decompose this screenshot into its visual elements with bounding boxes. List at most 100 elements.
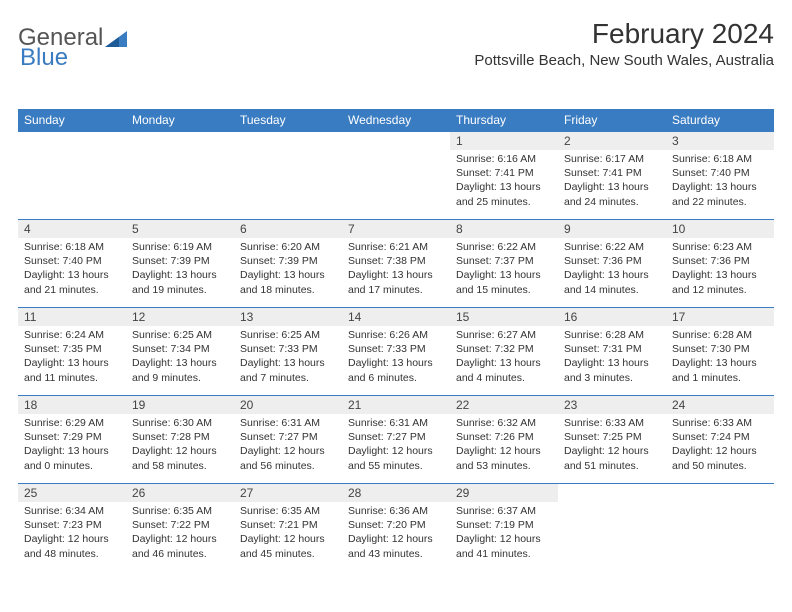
day-number: 25 xyxy=(18,484,126,502)
calendar-cell: 27Sunrise: 6:35 AMSunset: 7:21 PMDayligh… xyxy=(234,484,342,572)
weekday-header: Monday xyxy=(126,109,234,132)
day-details: Sunrise: 6:18 AMSunset: 7:40 PMDaylight:… xyxy=(666,150,774,213)
calendar-page: General February 2024 Pottsville Beach, … xyxy=(0,0,792,612)
day-details: Sunrise: 6:24 AMSunset: 7:35 PMDaylight:… xyxy=(18,326,126,389)
calendar-cell: 23Sunrise: 6:33 AMSunset: 7:25 PMDayligh… xyxy=(558,396,666,484)
weekday-header: Tuesday xyxy=(234,109,342,132)
day-details: Sunrise: 6:35 AMSunset: 7:21 PMDaylight:… xyxy=(234,502,342,565)
calendar-cell: 25Sunrise: 6:34 AMSunset: 7:23 PMDayligh… xyxy=(18,484,126,572)
day-details: Sunrise: 6:31 AMSunset: 7:27 PMDaylight:… xyxy=(342,414,450,477)
calendar-cell: 8Sunrise: 6:22 AMSunset: 7:37 PMDaylight… xyxy=(450,220,558,308)
weekday-header: Saturday xyxy=(666,109,774,132)
day-details: Sunrise: 6:21 AMSunset: 7:38 PMDaylight:… xyxy=(342,238,450,301)
day-number: 3 xyxy=(666,132,774,150)
location-subtitle: Pottsville Beach, New South Wales, Austr… xyxy=(474,52,774,69)
day-number: 1 xyxy=(450,132,558,150)
calendar-cell: 16Sunrise: 6:28 AMSunset: 7:31 PMDayligh… xyxy=(558,308,666,396)
day-details: Sunrise: 6:22 AMSunset: 7:37 PMDaylight:… xyxy=(450,238,558,301)
day-details: Sunrise: 6:29 AMSunset: 7:29 PMDaylight:… xyxy=(18,414,126,477)
day-details: Sunrise: 6:26 AMSunset: 7:33 PMDaylight:… xyxy=(342,326,450,389)
day-number: 28 xyxy=(342,484,450,502)
day-details: Sunrise: 6:32 AMSunset: 7:26 PMDaylight:… xyxy=(450,414,558,477)
day-number: 19 xyxy=(126,396,234,414)
calendar-cell: 26Sunrise: 6:35 AMSunset: 7:22 PMDayligh… xyxy=(126,484,234,572)
weekday-header-row: SundayMondayTuesdayWednesdayThursdayFrid… xyxy=(18,109,774,132)
day-number: 18 xyxy=(18,396,126,414)
calendar-cell: 29Sunrise: 6:37 AMSunset: 7:19 PMDayligh… xyxy=(450,484,558,572)
brand-blue-row: Blue xyxy=(18,44,68,72)
calendar-cell: 4Sunrise: 6:18 AMSunset: 7:40 PMDaylight… xyxy=(18,220,126,308)
calendar-week-row: 25Sunrise: 6:34 AMSunset: 7:23 PMDayligh… xyxy=(18,484,774,572)
day-number: 23 xyxy=(558,396,666,414)
day-details: Sunrise: 6:33 AMSunset: 7:25 PMDaylight:… xyxy=(558,414,666,477)
day-number: 10 xyxy=(666,220,774,238)
day-details: Sunrise: 6:36 AMSunset: 7:20 PMDaylight:… xyxy=(342,502,450,565)
month-title: February 2024 xyxy=(474,18,774,50)
calendar-cell xyxy=(234,132,342,220)
day-number: 22 xyxy=(450,396,558,414)
day-details: Sunrise: 6:34 AMSunset: 7:23 PMDaylight:… xyxy=(18,502,126,565)
calendar-cell: 21Sunrise: 6:31 AMSunset: 7:27 PMDayligh… xyxy=(342,396,450,484)
calendar-cell: 11Sunrise: 6:24 AMSunset: 7:35 PMDayligh… xyxy=(18,308,126,396)
weekday-header: Thursday xyxy=(450,109,558,132)
day-details: Sunrise: 6:20 AMSunset: 7:39 PMDaylight:… xyxy=(234,238,342,301)
calendar-week-row: 18Sunrise: 6:29 AMSunset: 7:29 PMDayligh… xyxy=(18,396,774,484)
weekday-header: Friday xyxy=(558,109,666,132)
day-number: 4 xyxy=(18,220,126,238)
day-details: Sunrise: 6:25 AMSunset: 7:34 PMDaylight:… xyxy=(126,326,234,389)
day-details: Sunrise: 6:25 AMSunset: 7:33 PMDaylight:… xyxy=(234,326,342,389)
day-number: 13 xyxy=(234,308,342,326)
day-details: Sunrise: 6:16 AMSunset: 7:41 PMDaylight:… xyxy=(450,150,558,213)
day-number: 6 xyxy=(234,220,342,238)
weekday-header: Wednesday xyxy=(342,109,450,132)
title-block: February 2024 Pottsville Beach, New Sout… xyxy=(474,18,774,69)
calendar-cell: 15Sunrise: 6:27 AMSunset: 7:32 PMDayligh… xyxy=(450,308,558,396)
day-number: 29 xyxy=(450,484,558,502)
day-number: 27 xyxy=(234,484,342,502)
day-details: Sunrise: 6:33 AMSunset: 7:24 PMDaylight:… xyxy=(666,414,774,477)
calendar-cell: 9Sunrise: 6:22 AMSunset: 7:36 PMDaylight… xyxy=(558,220,666,308)
calendar-cell: 6Sunrise: 6:20 AMSunset: 7:39 PMDaylight… xyxy=(234,220,342,308)
day-number: 20 xyxy=(234,396,342,414)
day-details: Sunrise: 6:28 AMSunset: 7:31 PMDaylight:… xyxy=(558,326,666,389)
day-details: Sunrise: 6:18 AMSunset: 7:40 PMDaylight:… xyxy=(18,238,126,301)
calendar-week-row: 1Sunrise: 6:16 AMSunset: 7:41 PMDaylight… xyxy=(18,132,774,220)
day-number: 16 xyxy=(558,308,666,326)
calendar-cell: 5Sunrise: 6:19 AMSunset: 7:39 PMDaylight… xyxy=(126,220,234,308)
day-number: 9 xyxy=(558,220,666,238)
calendar-cell: 7Sunrise: 6:21 AMSunset: 7:38 PMDaylight… xyxy=(342,220,450,308)
day-number: 17 xyxy=(666,308,774,326)
brand-text-blue: Blue xyxy=(20,44,68,71)
day-number: 2 xyxy=(558,132,666,150)
calendar-cell: 14Sunrise: 6:26 AMSunset: 7:33 PMDayligh… xyxy=(342,308,450,396)
day-number: 15 xyxy=(450,308,558,326)
calendar-cell xyxy=(666,484,774,572)
calendar-body: 1Sunrise: 6:16 AMSunset: 7:41 PMDaylight… xyxy=(18,132,774,572)
calendar-cell: 17Sunrise: 6:28 AMSunset: 7:30 PMDayligh… xyxy=(666,308,774,396)
calendar-cell: 3Sunrise: 6:18 AMSunset: 7:40 PMDaylight… xyxy=(666,132,774,220)
brand-triangle-icon xyxy=(105,31,127,50)
day-details: Sunrise: 6:22 AMSunset: 7:36 PMDaylight:… xyxy=(558,238,666,301)
calendar-cell: 20Sunrise: 6:31 AMSunset: 7:27 PMDayligh… xyxy=(234,396,342,484)
calendar-cell xyxy=(18,132,126,220)
day-details: Sunrise: 6:30 AMSunset: 7:28 PMDaylight:… xyxy=(126,414,234,477)
calendar-cell: 22Sunrise: 6:32 AMSunset: 7:26 PMDayligh… xyxy=(450,396,558,484)
day-number: 11 xyxy=(18,308,126,326)
day-details: Sunrise: 6:17 AMSunset: 7:41 PMDaylight:… xyxy=(558,150,666,213)
calendar-cell xyxy=(126,132,234,220)
day-details: Sunrise: 6:27 AMSunset: 7:32 PMDaylight:… xyxy=(450,326,558,389)
day-details: Sunrise: 6:35 AMSunset: 7:22 PMDaylight:… xyxy=(126,502,234,565)
calendar-week-row: 11Sunrise: 6:24 AMSunset: 7:35 PMDayligh… xyxy=(18,308,774,396)
calendar-cell xyxy=(558,484,666,572)
day-number: 21 xyxy=(342,396,450,414)
calendar-cell: 1Sunrise: 6:16 AMSunset: 7:41 PMDaylight… xyxy=(450,132,558,220)
calendar-cell xyxy=(342,132,450,220)
calendar-cell: 2Sunrise: 6:17 AMSunset: 7:41 PMDaylight… xyxy=(558,132,666,220)
day-details: Sunrise: 6:31 AMSunset: 7:27 PMDaylight:… xyxy=(234,414,342,477)
calendar-week-row: 4Sunrise: 6:18 AMSunset: 7:40 PMDaylight… xyxy=(18,220,774,308)
calendar-cell: 24Sunrise: 6:33 AMSunset: 7:24 PMDayligh… xyxy=(666,396,774,484)
calendar-cell: 10Sunrise: 6:23 AMSunset: 7:36 PMDayligh… xyxy=(666,220,774,308)
day-details: Sunrise: 6:28 AMSunset: 7:30 PMDaylight:… xyxy=(666,326,774,389)
day-details: Sunrise: 6:37 AMSunset: 7:19 PMDaylight:… xyxy=(450,502,558,565)
calendar-cell: 18Sunrise: 6:29 AMSunset: 7:29 PMDayligh… xyxy=(18,396,126,484)
